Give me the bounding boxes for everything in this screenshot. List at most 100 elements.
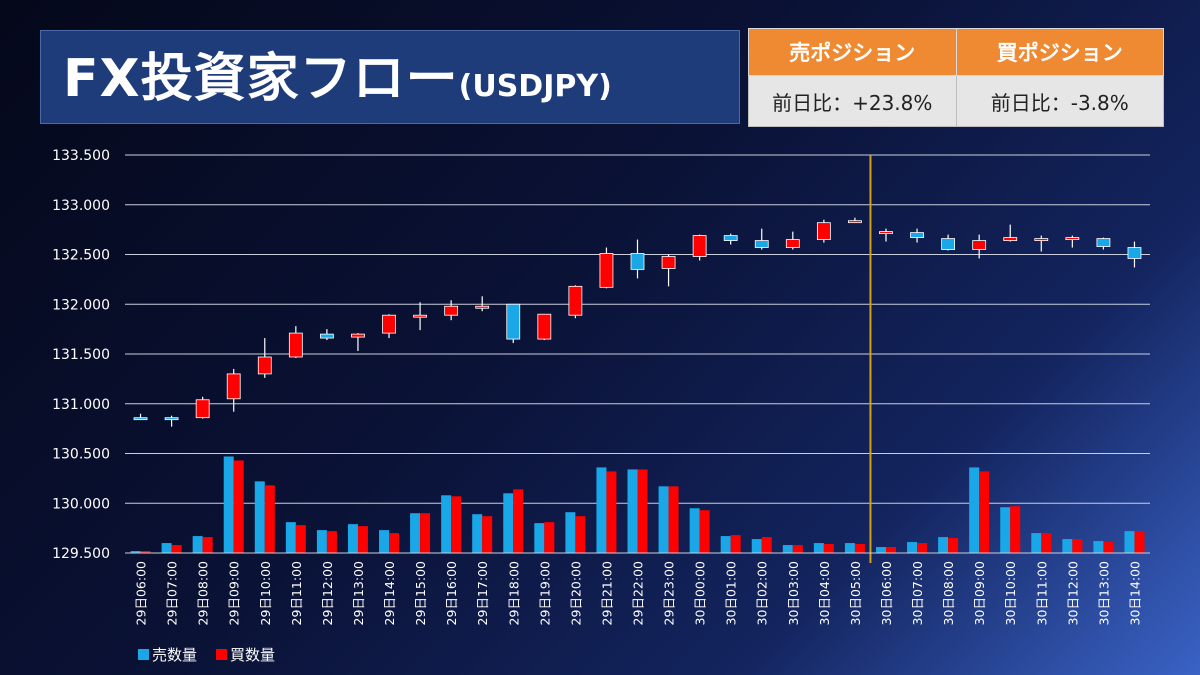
x-tick-label: 29日11:00: [289, 561, 304, 625]
candle-body: [226, 373, 241, 400]
candle-body: [941, 238, 956, 250]
sell-volume-bar: [441, 495, 452, 553]
sell-volume-bar: [1062, 539, 1073, 553]
sell-volume-bar: [130, 551, 141, 553]
sell-volume-bar: [534, 523, 545, 553]
buy-volume-bar: [171, 545, 182, 553]
sell-volume-bar: [627, 469, 638, 553]
sell-volume-bar: [1093, 541, 1104, 553]
y-tick-label: 132.000: [52, 297, 110, 313]
candle-body: [692, 235, 707, 257]
x-tick-label: 30日11:00: [1034, 561, 1049, 625]
x-tick-label: 30日08:00: [941, 561, 956, 625]
candle-body: [816, 222, 831, 240]
y-tick-label: 130.000: [52, 496, 110, 512]
x-tick-label: 29日20:00: [568, 561, 583, 625]
sell-volume-bar: [285, 522, 296, 553]
buy-volume-bar: [1103, 542, 1114, 553]
candle-body: [785, 239, 800, 248]
sell-volume-bar: [689, 508, 700, 553]
x-tick-label: 30日13:00: [1096, 561, 1111, 625]
x-tick-label: 30日06:00: [879, 561, 894, 625]
sell-volume-bar: [192, 536, 203, 553]
buy-volume-bar: [326, 531, 337, 553]
y-tick-label: 133.000: [52, 198, 110, 214]
candle-body: [848, 220, 862, 224]
buy-volume-bar: [420, 513, 431, 553]
legend-sell-swatch: [138, 649, 149, 660]
candle-body: [133, 417, 148, 421]
sell-volume-bar: [161, 543, 172, 553]
y-tick-label: 131.500: [52, 347, 110, 363]
x-tick-label: 30日02:00: [755, 561, 770, 625]
candle-body: [537, 313, 552, 340]
sell-volume-bar: [596, 467, 607, 553]
candle-body: [1003, 237, 1018, 241]
sell-volume-bar: [410, 513, 421, 553]
buy-volume-bar: [885, 547, 896, 553]
x-tick-label: 30日03:00: [786, 561, 801, 625]
x-tick-label: 29日12:00: [320, 561, 335, 625]
sell-volume-bar: [254, 481, 265, 553]
buy-volume-bar: [761, 537, 772, 553]
x-tick-label: 29日13:00: [351, 561, 366, 625]
x-tick-label: 29日23:00: [662, 561, 677, 625]
sell-volume-bar: [1031, 533, 1042, 553]
buy-volume-bar: [202, 537, 213, 553]
candle-body: [910, 232, 924, 238]
buy-volume-bar: [730, 535, 741, 553]
candle-body: [257, 356, 272, 375]
candle-body: [1065, 237, 1080, 240]
candle-body: [475, 305, 490, 309]
x-tick-label: 30日14:00: [1127, 561, 1142, 625]
x-tick-label: 29日18:00: [506, 561, 521, 625]
buy-volume-bar: [575, 516, 586, 553]
buy-volume-bar: [140, 551, 151, 553]
x-tick-label: 30日12:00: [1065, 561, 1080, 625]
sell-volume-bar: [223, 456, 234, 553]
sell-volume-bar: [1000, 507, 1011, 553]
sell-volume-bar: [938, 537, 949, 553]
sell-volume-bar: [751, 539, 762, 553]
x-tick-label: 30日00:00: [693, 561, 708, 625]
buy-volume-bar: [233, 460, 244, 553]
sell-volume-bar: [503, 493, 514, 553]
page-title: FX投資家フロー(USDJPY): [63, 49, 612, 117]
buy-volume-bar: [1134, 531, 1145, 553]
candle-body: [754, 240, 769, 248]
buy-volume-bar: [854, 544, 865, 553]
buy-volume-bar: [295, 525, 306, 553]
x-tick-label: 29日21:00: [599, 561, 614, 625]
x-tick-label: 30日01:00: [724, 561, 739, 625]
buy-volume-bar: [606, 471, 617, 553]
legend-buy-label: 買数量: [230, 646, 275, 664]
candle-body: [1127, 247, 1142, 259]
sell-volume-bar: [316, 530, 327, 553]
buy-volume-bar: [917, 543, 928, 553]
candle-body: [195, 399, 210, 419]
candle-body: [879, 231, 893, 235]
legend-sell-label: 売数量: [152, 646, 197, 664]
x-tick-label: 30日10:00: [1003, 561, 1018, 625]
candle-body: [413, 314, 427, 318]
sell-volume-bar: [658, 486, 669, 553]
candle-body: [351, 333, 365, 338]
candle-body: [444, 305, 459, 316]
x-tick-label: 29日10:00: [258, 561, 273, 625]
candle-body: [288, 332, 303, 358]
x-tick-label: 29日15:00: [413, 561, 428, 625]
candle-body: [972, 240, 987, 250]
buy-volume-bar: [357, 526, 368, 553]
sell-volume-bar: [875, 547, 886, 553]
sell-volume-bar: [472, 514, 483, 553]
sell-volume-bar: [1124, 531, 1135, 553]
sell-volume-bar: [720, 536, 731, 553]
sell-volume-bar: [844, 543, 855, 553]
buy-volume-bar: [668, 486, 679, 553]
y-tick-label: 133.500: [52, 148, 110, 164]
buy-volume-bar: [513, 489, 524, 553]
sell-volume-bar: [782, 545, 793, 553]
sell-volume-bar: [565, 512, 576, 553]
buy-volume-bar: [792, 545, 803, 553]
